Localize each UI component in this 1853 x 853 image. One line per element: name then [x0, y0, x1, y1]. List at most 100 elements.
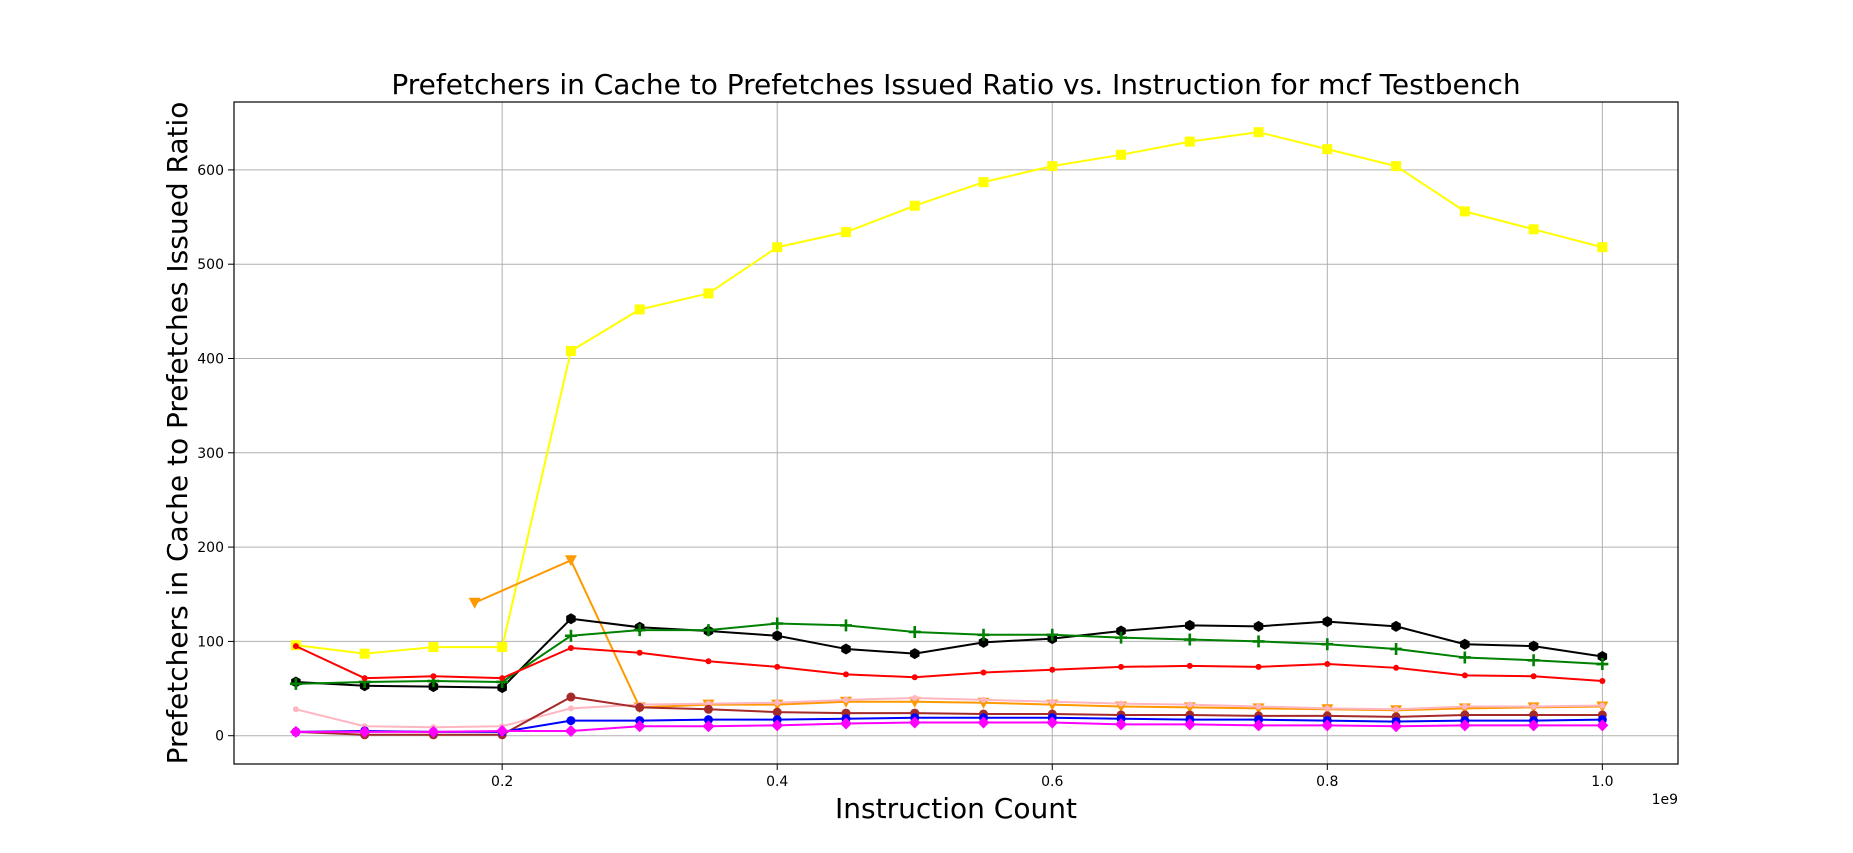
data-point — [1046, 716, 1059, 729]
data-point — [980, 696, 987, 703]
x-tick-label: 1.0 — [1591, 774, 1613, 790]
x-axis-label: Instruction Count — [835, 792, 1077, 825]
data-point — [841, 643, 851, 655]
data-point — [1322, 144, 1333, 155]
data-point — [633, 624, 646, 637]
data-point — [842, 671, 849, 678]
data-point — [1459, 206, 1470, 217]
data-point — [1183, 718, 1196, 731]
data-point — [977, 716, 990, 729]
y-axis-label: Prefetchers in Cache to Prefetches Issue… — [161, 102, 194, 765]
data-point — [1049, 666, 1056, 673]
series-line — [295, 696, 1603, 736]
x-axis-offset-label: 1e9 — [1652, 792, 1678, 808]
series-5 — [292, 643, 1606, 685]
data-point — [564, 555, 577, 567]
x-tick-label: 0.2 — [491, 774, 513, 790]
data-point — [840, 227, 851, 238]
y-tick-label: 200 — [197, 540, 224, 556]
series-4 — [289, 617, 1609, 690]
data-point — [567, 705, 574, 712]
data-point — [358, 725, 371, 738]
data-point — [499, 675, 506, 682]
series-line — [295, 617, 1603, 689]
series-layer — [289, 127, 1609, 740]
data-point — [289, 677, 302, 690]
data-point — [1321, 719, 1334, 732]
data-point — [911, 674, 918, 681]
data-point — [909, 648, 920, 660]
x-tick-label: 0.8 — [1316, 774, 1338, 790]
y-tick-label: 0 — [215, 729, 224, 745]
data-point — [1184, 136, 1195, 147]
data-point — [703, 288, 714, 299]
data-point — [633, 720, 646, 733]
data-point — [980, 669, 987, 676]
y-tick-label: 500 — [197, 257, 224, 273]
data-point — [1390, 642, 1403, 655]
data-point — [978, 177, 989, 188]
data-point — [1115, 631, 1128, 644]
data-point — [1116, 149, 1127, 160]
data-point — [771, 719, 784, 732]
data-point — [1252, 635, 1265, 648]
data-point — [361, 675, 368, 682]
data-point — [702, 624, 715, 637]
x-tick-label: 0.4 — [766, 774, 788, 790]
data-point — [1458, 719, 1471, 732]
data-point — [1599, 678, 1606, 685]
data-point — [1255, 703, 1262, 710]
data-point — [1530, 703, 1537, 710]
data-point — [1527, 654, 1540, 667]
data-point — [772, 242, 783, 253]
data-point — [1047, 161, 1058, 172]
data-point — [566, 716, 576, 726]
data-point — [1253, 127, 1264, 138]
data-point — [468, 597, 481, 609]
data-point — [1321, 638, 1334, 651]
data-point — [428, 642, 439, 653]
data-point — [1461, 672, 1468, 679]
series-6 — [292, 694, 1606, 731]
series-line — [295, 645, 1603, 683]
data-point — [1186, 701, 1193, 708]
series-9 — [289, 716, 1609, 738]
data-point — [1390, 720, 1403, 733]
data-point — [1528, 640, 1539, 652]
data-point — [566, 692, 576, 702]
x-tick-label: 0.6 — [1041, 774, 1063, 790]
data-point — [566, 613, 576, 625]
data-point — [1528, 224, 1539, 235]
data-point — [1046, 628, 1059, 641]
data-point — [977, 628, 990, 641]
data-point — [1255, 663, 1262, 670]
data-point — [1599, 702, 1606, 709]
series-line — [295, 721, 1603, 733]
series-line — [295, 622, 1603, 685]
data-point — [774, 663, 781, 670]
data-point — [1391, 620, 1401, 632]
data-point — [771, 617, 784, 630]
data-point — [1322, 616, 1333, 628]
data-point — [839, 619, 852, 632]
data-point — [705, 658, 712, 665]
data-point — [839, 717, 852, 730]
data-point — [702, 720, 715, 733]
y-tick-label: 600 — [197, 163, 224, 179]
data-point — [908, 716, 921, 729]
data-point — [1393, 664, 1400, 671]
series-1 — [290, 127, 1608, 659]
data-point — [564, 629, 577, 642]
data-point — [1597, 650, 1608, 662]
data-point — [908, 625, 921, 638]
data-point — [1596, 658, 1609, 671]
data-point — [1461, 703, 1468, 710]
data-point — [978, 636, 989, 648]
chart-title: Prefetchers in Cache to Prefetches Issue… — [391, 68, 1520, 101]
data-point — [772, 707, 782, 717]
data-point — [497, 642, 508, 653]
axis-ticks: 0.2 0.4 0.6 0.8 1.0 0 100 200 300 400 500 600 — [197, 163, 1613, 790]
data-point — [1049, 698, 1056, 705]
